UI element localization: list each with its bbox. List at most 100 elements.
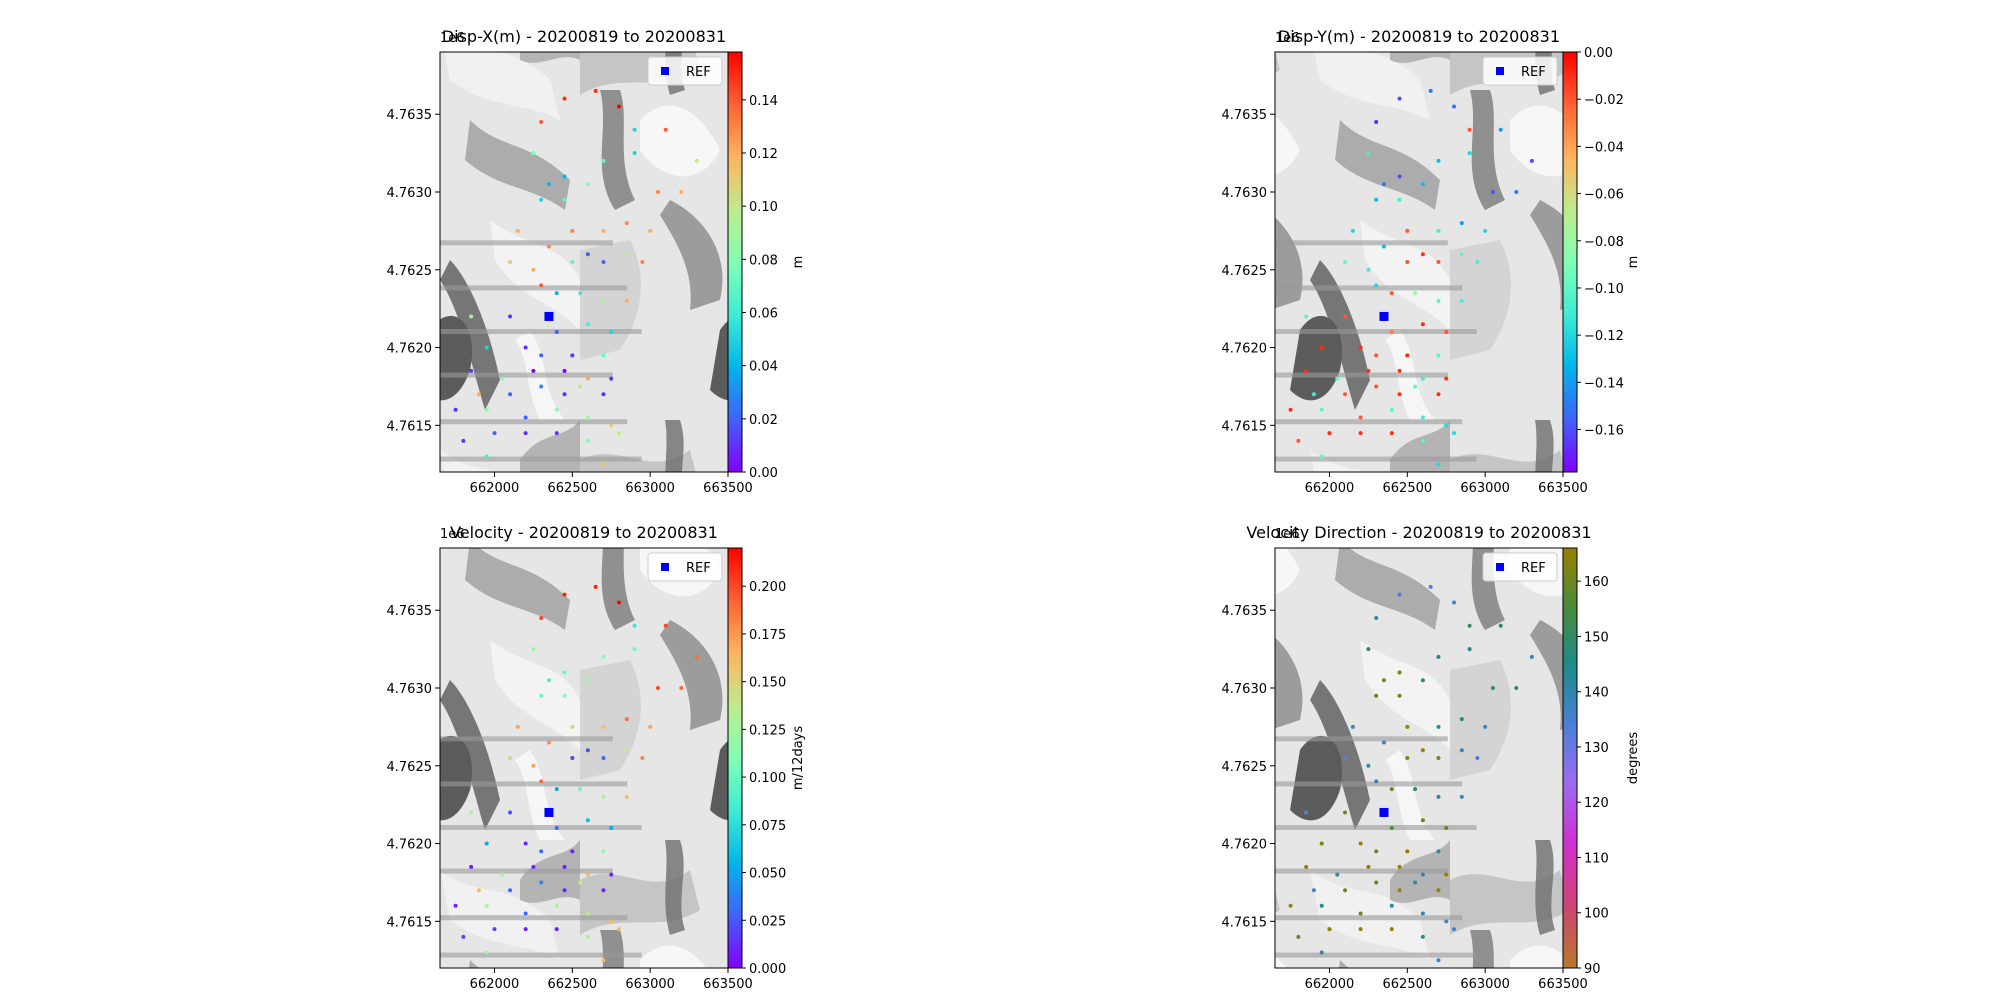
data-point (679, 686, 684, 690)
x-tick-label: 662500 (1383, 481, 1433, 496)
data-point (609, 826, 614, 830)
data-point (624, 794, 629, 799)
data-point (1374, 880, 1379, 885)
data-point (1319, 345, 1324, 350)
y-tick-label: 4.7625 (387, 760, 433, 775)
y-tick-label: 4.7615 (387, 915, 433, 930)
colorbar-tick-label: 0.06 (749, 307, 778, 322)
chart-title: Disp-X(m) - 20200819 to 20200831 (442, 27, 726, 46)
data-point (1374, 384, 1379, 389)
data-point (1389, 927, 1394, 932)
data-point (539, 880, 544, 885)
data-point (609, 330, 614, 334)
data-point (554, 787, 559, 792)
data-point (1420, 252, 1425, 257)
y-tick-label: 4.7630 (1222, 186, 1268, 201)
data-point (617, 431, 622, 436)
data-point (1436, 888, 1441, 893)
data-point (1413, 787, 1418, 792)
data-point (1529, 654, 1534, 659)
data-point (578, 880, 583, 885)
stripe (440, 868, 613, 874)
x-tick-label: 663000 (1460, 977, 1510, 992)
y-tick-label: 4.7630 (387, 682, 433, 697)
data-point (1397, 864, 1402, 869)
data-point (1452, 104, 1457, 109)
data-point (601, 158, 606, 163)
data-point (1296, 934, 1301, 939)
x-tick-label: 663500 (1538, 977, 1588, 992)
data-point (632, 623, 637, 628)
data-point (609, 423, 614, 428)
data-point (515, 724, 520, 729)
data-point (1397, 96, 1402, 101)
data-point (492, 431, 497, 436)
colorbar-tick-label: 0.14 (749, 94, 778, 109)
data-point (1490, 190, 1495, 194)
hillshade-background (440, 548, 728, 968)
data-point (578, 787, 583, 792)
colorbar-tick-label: 0.12 (749, 147, 778, 162)
data-point (585, 678, 590, 683)
data-point (1459, 298, 1464, 303)
colorbar-tick-label: −0.04 (1584, 140, 1624, 155)
hillshade-background (1275, 52, 1563, 472)
data-point (1389, 787, 1394, 792)
data-point (1498, 623, 1503, 628)
data-point (515, 228, 520, 233)
legend-label: REF (1521, 561, 1546, 576)
data-point (1366, 647, 1371, 652)
data-point (1343, 810, 1348, 815)
data-point (1420, 818, 1425, 823)
data-point (1420, 182, 1425, 187)
data-point (593, 584, 598, 589)
data-point (508, 314, 513, 319)
x-tick-label: 662000 (470, 977, 520, 992)
data-point (1436, 724, 1441, 729)
data-point (1397, 592, 1402, 597)
colorbar (727, 547, 743, 969)
stripe (440, 952, 642, 958)
stripe (440, 825, 642, 830)
data-point (601, 849, 606, 854)
data-point (1420, 322, 1425, 327)
colorbar-tick-label: 0.100 (749, 771, 786, 786)
data-point (1381, 740, 1386, 745)
data-point (508, 756, 513, 760)
stripe (1275, 868, 1448, 874)
data-points (1288, 88, 1534, 467)
data-point (1436, 794, 1441, 799)
data-point (1358, 415, 1363, 420)
colorbar-label: m (1626, 256, 1641, 269)
colorbar-tick-label: 0.150 (749, 676, 786, 691)
data-point (539, 849, 544, 854)
data-point (585, 872, 590, 877)
data-point (1436, 654, 1441, 659)
colorbar-tick-label: 90 (1584, 962, 1601, 977)
data-point (1413, 291, 1418, 296)
data-point (562, 174, 567, 179)
data-point (1288, 903, 1293, 908)
data-point (1420, 376, 1425, 381)
stripe (1275, 781, 1463, 787)
stripe (440, 285, 628, 291)
data-point (1413, 880, 1418, 885)
data-point (624, 717, 629, 722)
colorbar (1562, 51, 1578, 473)
data-point (453, 903, 458, 908)
data-point (1374, 283, 1379, 288)
data-point (1296, 438, 1301, 443)
stripe (1275, 825, 1477, 830)
data-point (655, 190, 660, 194)
colorbar-tick-label: 0.200 (749, 580, 786, 595)
data-point (1319, 454, 1324, 459)
data-point (624, 748, 629, 753)
colorbar-tick-label: −0.08 (1584, 235, 1624, 250)
colorbar-tick-label: −0.12 (1584, 329, 1624, 344)
legend-marker (661, 563, 669, 571)
data-point (562, 888, 567, 893)
stripe (1275, 736, 1448, 742)
legend-box (647, 552, 723, 582)
data-point (1381, 678, 1386, 683)
